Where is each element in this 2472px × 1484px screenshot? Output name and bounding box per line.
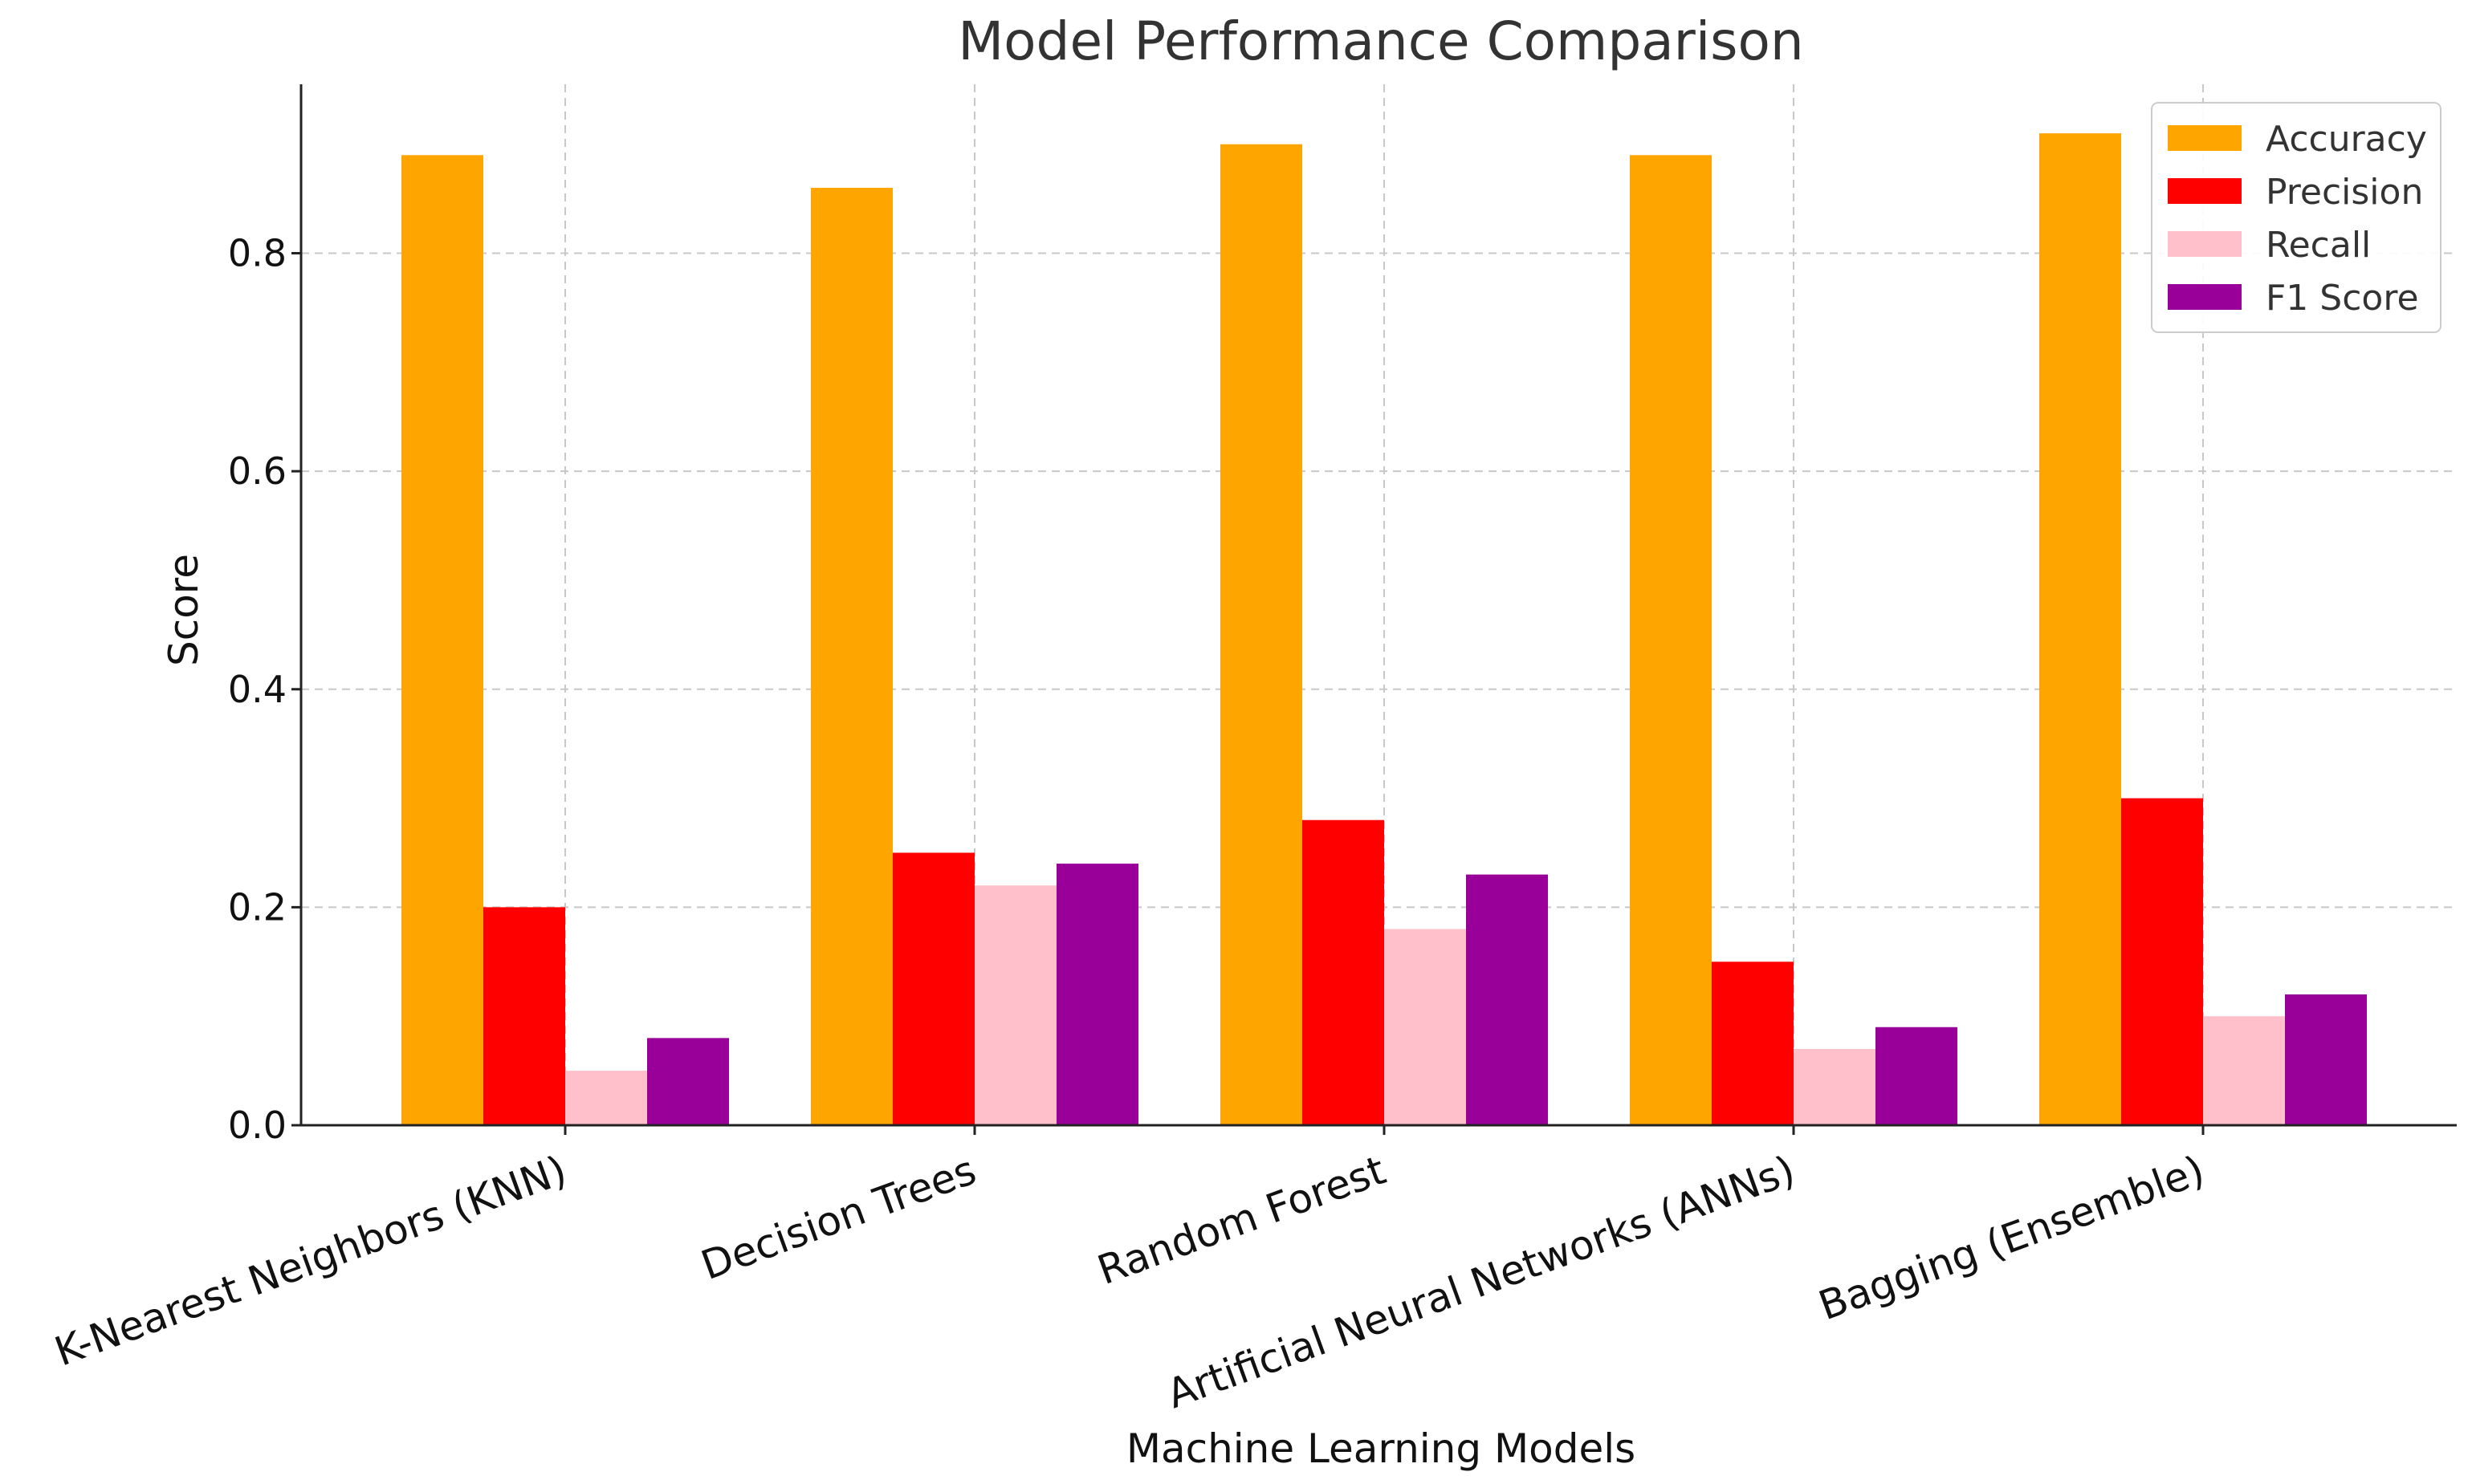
legend-label: Recall xyxy=(2266,225,2371,266)
bar-accuracy xyxy=(2039,133,2121,1125)
legend-swatch xyxy=(2168,284,2242,310)
bar-recall xyxy=(1384,929,1466,1125)
legend-swatch xyxy=(2168,125,2242,151)
bar-precision xyxy=(2121,798,2203,1125)
bar-f1-score xyxy=(2285,994,2367,1125)
bar-f1-score xyxy=(1057,864,1138,1125)
bar-precision xyxy=(483,907,565,1125)
legend-swatch xyxy=(2168,231,2242,257)
x-tick-label: Artificial Neural Networks (ANNs) xyxy=(1161,1147,1801,1417)
bar-accuracy xyxy=(1630,155,1712,1126)
bar-precision xyxy=(1302,819,1384,1125)
legend-label: F1 Score xyxy=(2266,278,2419,319)
bar-accuracy xyxy=(401,155,483,1126)
bars xyxy=(401,133,2367,1126)
bar-recall xyxy=(565,1071,647,1125)
x-tick-label: Bagging (Ensemble) xyxy=(1813,1147,2210,1330)
bar-recall xyxy=(1794,1048,1875,1125)
legend-swatch xyxy=(2168,178,2242,204)
x-tick-label: K-Nearest Neighbors (KNN) xyxy=(49,1147,572,1376)
bar-recall xyxy=(2203,1016,2285,1125)
y-axis-label: Score xyxy=(161,554,207,666)
category-labels: K-Nearest Neighbors (KNN) Decision Trees R… xyxy=(49,1147,2210,1417)
x-tick-label: Decision Trees xyxy=(695,1147,982,1289)
bar-f1-score xyxy=(647,1038,729,1125)
bar-accuracy xyxy=(811,188,893,1125)
legend-frame xyxy=(2151,102,2441,333)
axes xyxy=(291,84,2457,1135)
y-tick-label: 0.8 xyxy=(228,232,287,275)
legend-label: Precision xyxy=(2266,172,2423,213)
tick-labels: 0.0 0.2 0.4 0.6 0.8 xyxy=(228,232,287,1147)
y-tick-label: 0.2 xyxy=(228,885,287,929)
bar-precision xyxy=(893,852,975,1125)
y-tick-label: 0.6 xyxy=(228,449,287,493)
x-tick-label: Random Forest xyxy=(1092,1147,1391,1294)
bar-accuracy xyxy=(1220,144,1302,1126)
y-tick-label: 0.4 xyxy=(228,668,287,711)
chart-title: Model Performance Comparison xyxy=(958,10,1804,72)
bar-precision xyxy=(1712,962,1794,1125)
bar-recall xyxy=(975,885,1057,1125)
bar-f1-score xyxy=(1466,874,1548,1125)
legend-label: Accuracy xyxy=(2266,119,2427,160)
bar-f1-score xyxy=(1875,1027,1957,1125)
legend: Accuracy Precision Recall F1 Score xyxy=(2151,102,2441,333)
y-tick-label: 0.0 xyxy=(228,1104,287,1147)
x-axis-label: Machine Learning Models xyxy=(1126,1425,1635,1472)
